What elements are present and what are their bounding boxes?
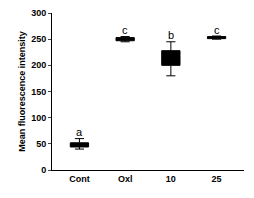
svg-text:25: 25 [212, 174, 222, 184]
svg-text:200: 200 [31, 60, 46, 70]
svg-text:50: 50 [36, 139, 46, 149]
svg-text:10: 10 [166, 174, 176, 184]
svg-text:c: c [214, 24, 220, 36]
svg-text:150: 150 [31, 87, 46, 97]
svg-text:b: b [168, 29, 174, 41]
svg-text:0: 0 [41, 165, 46, 175]
svg-text:250: 250 [31, 34, 46, 44]
svg-text:a: a [76, 126, 83, 138]
svg-text:Mean fluorescence intensity: Mean fluorescence intensity [17, 31, 27, 152]
svg-text:100: 100 [31, 113, 46, 123]
svg-text:Oxl: Oxl [118, 174, 133, 184]
svg-text:c: c [122, 24, 128, 36]
svg-text:300: 300 [31, 8, 46, 18]
svg-text:Cont: Cont [69, 174, 90, 184]
